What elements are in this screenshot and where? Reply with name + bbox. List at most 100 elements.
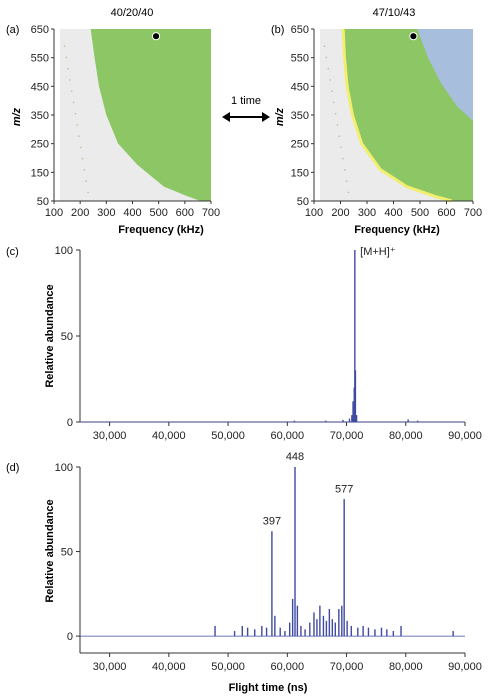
peak-annotation: 448 <box>286 451 304 463</box>
trace-dot <box>87 191 89 194</box>
plot-area-c: 30,000 40,000 50,000 60,000 70,000 80,000 90,0… <box>55 245 482 442</box>
x-tick-label: 600 <box>176 207 194 219</box>
panel-label-a: (a) <box>6 24 19 36</box>
x-tick-label: 600 <box>437 207 455 219</box>
x-tick-label: 60,000 <box>270 661 304 673</box>
y-tick-label: 550 <box>291 53 309 65</box>
x-tick-label: 400 <box>123 207 141 219</box>
trace-dot <box>83 169 86 171</box>
trace-dot <box>72 101 75 104</box>
peak-annotation: 577 <box>335 483 353 495</box>
y-tick-label: 50 <box>61 331 73 343</box>
trace-dot <box>345 180 348 182</box>
y-tick-label: 150 <box>291 167 309 179</box>
y-tick-label: 150 <box>31 167 49 179</box>
gray-region <box>320 29 473 201</box>
operating-point-marker <box>409 32 418 41</box>
panel-d: (d) Relative abundance Flight time (ns) … <box>6 451 482 694</box>
trace-dot <box>342 157 344 160</box>
x-tick-label: 700 <box>464 207 482 219</box>
trace-dot <box>343 169 346 171</box>
y-tick-label: 250 <box>31 139 49 151</box>
y-tick-label: 50 <box>61 547 73 559</box>
x-tick-label: 70,000 <box>330 661 364 673</box>
x-axis-label-b: Frequency (kHz) <box>354 224 440 236</box>
trace-dot <box>338 135 341 137</box>
trace-dot <box>327 67 330 70</box>
x-tick-label: 200 <box>71 207 89 219</box>
x-tick-label: 30,000 <box>93 430 127 442</box>
panel-c: (c) Relative abundance 30,000 40,000 50,00… <box>6 245 482 442</box>
y-tick-label: 250 <box>291 139 309 151</box>
y-axis-label-c: Relative abundance <box>44 284 56 387</box>
trace-dot <box>329 79 331 81</box>
y-tick-label: 100 <box>55 245 73 257</box>
x-axis-label-a: Frequency (kHz) <box>118 224 204 236</box>
panel-title-a: 40/20/40 <box>111 7 154 19</box>
panel-label-d: (d) <box>6 462 19 474</box>
trace-dot <box>323 45 326 47</box>
trace-dot <box>65 56 68 59</box>
x-tick-label: 700 <box>202 207 220 219</box>
trace-dot <box>331 90 333 92</box>
trace-dot <box>325 56 328 59</box>
arrow-label: 1 time <box>231 95 261 107</box>
trace-dot <box>74 112 77 115</box>
x-tick-label: 80,000 <box>389 430 423 442</box>
trace-dot <box>69 79 71 81</box>
x-tick-label: 80,000 <box>389 661 423 673</box>
x-tick-label: 90,000 <box>448 430 482 442</box>
blue-region <box>417 29 473 121</box>
x-tick-label: 40,000 <box>152 430 186 442</box>
y-tick-label: 50 <box>37 196 49 208</box>
trace-dot <box>332 101 335 104</box>
green-region <box>90 29 211 201</box>
peak-annotation: [M+H]⁺ <box>360 246 396 258</box>
y-tick-label: 450 <box>31 81 49 93</box>
trace-dot <box>334 112 337 115</box>
panel-label-c: (c) <box>6 246 19 258</box>
y-axis-label-a: m/z <box>11 107 23 126</box>
x-tick-label: 300 <box>97 207 115 219</box>
trace-dot <box>76 124 78 126</box>
gray-region <box>60 29 211 201</box>
x-tick-label: 70,000 <box>330 430 364 442</box>
operating-point-marker <box>151 32 161 41</box>
trace-dot <box>336 124 339 126</box>
x-tick-label: 500 <box>149 207 167 219</box>
x-tick-label: 400 <box>384 207 402 219</box>
trace-dot <box>67 67 69 70</box>
y-axis-label-b: m/z <box>274 107 286 126</box>
trace-dot <box>70 90 73 92</box>
x-tick-label: 30,000 <box>93 661 127 673</box>
x-tick-label: 90,000 <box>448 661 482 673</box>
arrow-left-head-icon <box>222 112 230 122</box>
trace-dot <box>79 146 82 149</box>
trace-dot <box>81 157 84 160</box>
trace-dot <box>85 180 88 182</box>
y-axis-label-d: Relative abundance <box>44 499 56 602</box>
panel-a: (a) 40/20/40 m/z Frequency (kHz) 100 200 3… <box>6 7 220 236</box>
x-tick-label: 300 <box>358 207 376 219</box>
y-tick-label: 350 <box>31 110 49 122</box>
plot-area-d: 30,000 40,000 50,000 60,000 70,000 80,000 90,0… <box>55 451 482 673</box>
peak-annotation: 397 <box>263 515 281 527</box>
x-tick-label: 50,000 <box>211 430 245 442</box>
x-tick-label: 100 <box>305 207 323 219</box>
trace-dot <box>340 146 342 149</box>
y-tick-label: 0 <box>67 417 73 429</box>
comparison-arrow: 1 time <box>222 95 270 122</box>
y-tick-label: 650 <box>31 24 49 36</box>
plot-area-a: 100 200 300 400 500 600 700 50 150 250 350 450 550 65… <box>31 24 221 219</box>
y-tick-label: 100 <box>55 462 73 474</box>
panel-label-b: (b) <box>271 24 284 36</box>
panel-b: (b) 47/10/43 m/z Frequency (kHz) 100 200 3… <box>271 7 482 236</box>
y-tick-label: 650 <box>291 24 309 36</box>
trace-dot <box>78 135 80 137</box>
plot-area-b: 100 200 300 400 500 600 700 50 150 250 350 450 550 65… <box>291 24 483 219</box>
y-tick-label: 350 <box>291 110 309 122</box>
x-tick-label: 500 <box>411 207 429 219</box>
x-tick-label: 50,000 <box>211 661 245 673</box>
y-tick-label: 550 <box>31 53 49 65</box>
